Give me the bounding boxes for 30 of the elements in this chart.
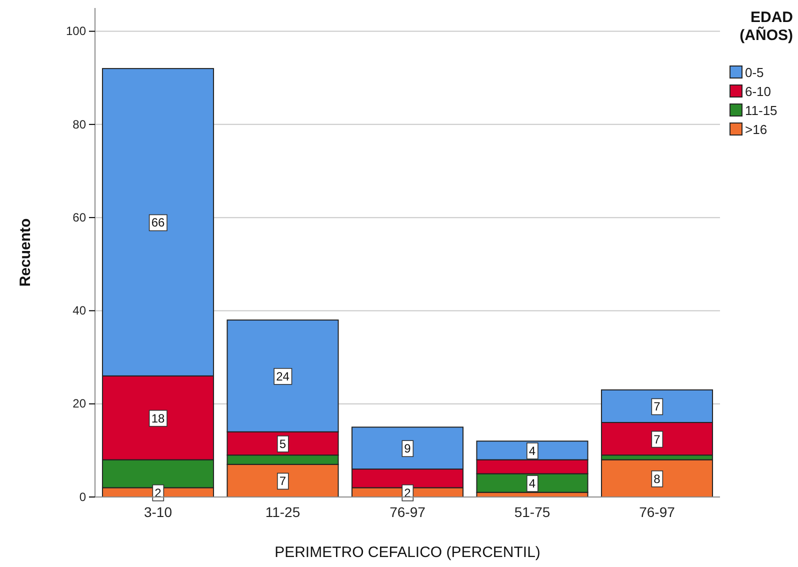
data-label: 18 xyxy=(151,411,165,426)
data-label: 7 xyxy=(654,400,661,414)
data-label: 5 xyxy=(279,436,286,451)
data-label: 8 xyxy=(654,472,661,486)
y-tick-label: 20 xyxy=(72,396,86,411)
x-tick-label: 76-97 xyxy=(390,504,426,520)
legend-label: 11-15 xyxy=(745,103,778,118)
y-tick-label: 0 xyxy=(79,490,86,504)
x-tick-label: 11-25 xyxy=(265,504,300,520)
y-tick-label: 60 xyxy=(72,210,86,224)
y-tick-label: 80 xyxy=(72,117,86,132)
x-axis-title: PERIMETRO CEFALICO (PERCENTIL) xyxy=(274,544,540,561)
y-tick-label: 40 xyxy=(72,304,86,318)
data-label: 66 xyxy=(151,216,165,230)
legend-title: EDAD (AÑOS) xyxy=(740,9,794,44)
legend-label: >16 xyxy=(745,122,768,137)
data-label: 9 xyxy=(404,442,412,456)
data-label: 7 xyxy=(654,432,661,446)
x-tick-label: 51-75 xyxy=(514,504,550,520)
x-tick-label: 76-97 xyxy=(639,504,676,520)
data-label: 4 xyxy=(528,444,536,458)
x-tick-label: 3-10 xyxy=(144,504,172,520)
legend-label: 6-10 xyxy=(745,84,772,99)
y-tick-label: 100 xyxy=(66,24,86,38)
legend-label: 0-5 xyxy=(745,65,764,80)
data-label: 7 xyxy=(279,474,286,488)
data-label: 24 xyxy=(276,369,290,384)
data-label: 4 xyxy=(528,476,536,491)
y-axis-title: Recuento xyxy=(17,218,34,287)
bar xyxy=(600,459,714,498)
